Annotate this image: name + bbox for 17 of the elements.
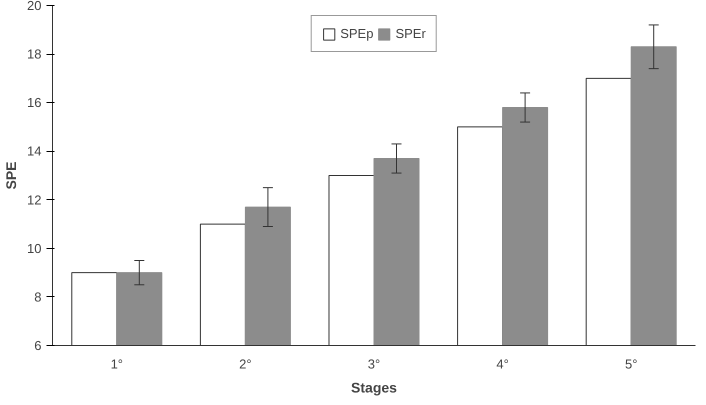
y-tick-label: 18 — [27, 46, 42, 62]
x-tick-label: 5° — [624, 356, 638, 372]
x-tick-label: 4° — [496, 356, 509, 372]
x-tick-label: 2° — [239, 356, 252, 372]
y-axis-title: SPE — [3, 161, 20, 190]
x-tick-label: 1° — [110, 356, 124, 372]
legend-label: SPEr — [395, 26, 426, 41]
y-tick-label: 8 — [34, 289, 42, 304]
y-tick-label: 6 — [34, 338, 42, 353]
x-axis-title: Stages — [351, 380, 398, 396]
legend-label: SPEp — [340, 26, 374, 41]
y-tick-label: 12 — [27, 192, 42, 208]
y-tick-label: 20 — [27, 0, 42, 13]
y-tick-label: 14 — [27, 144, 42, 159]
x-tick-label: 3° — [368, 356, 380, 372]
y-tick-label: 16 — [27, 95, 42, 110]
y-tick-label: 10 — [27, 240, 42, 256]
